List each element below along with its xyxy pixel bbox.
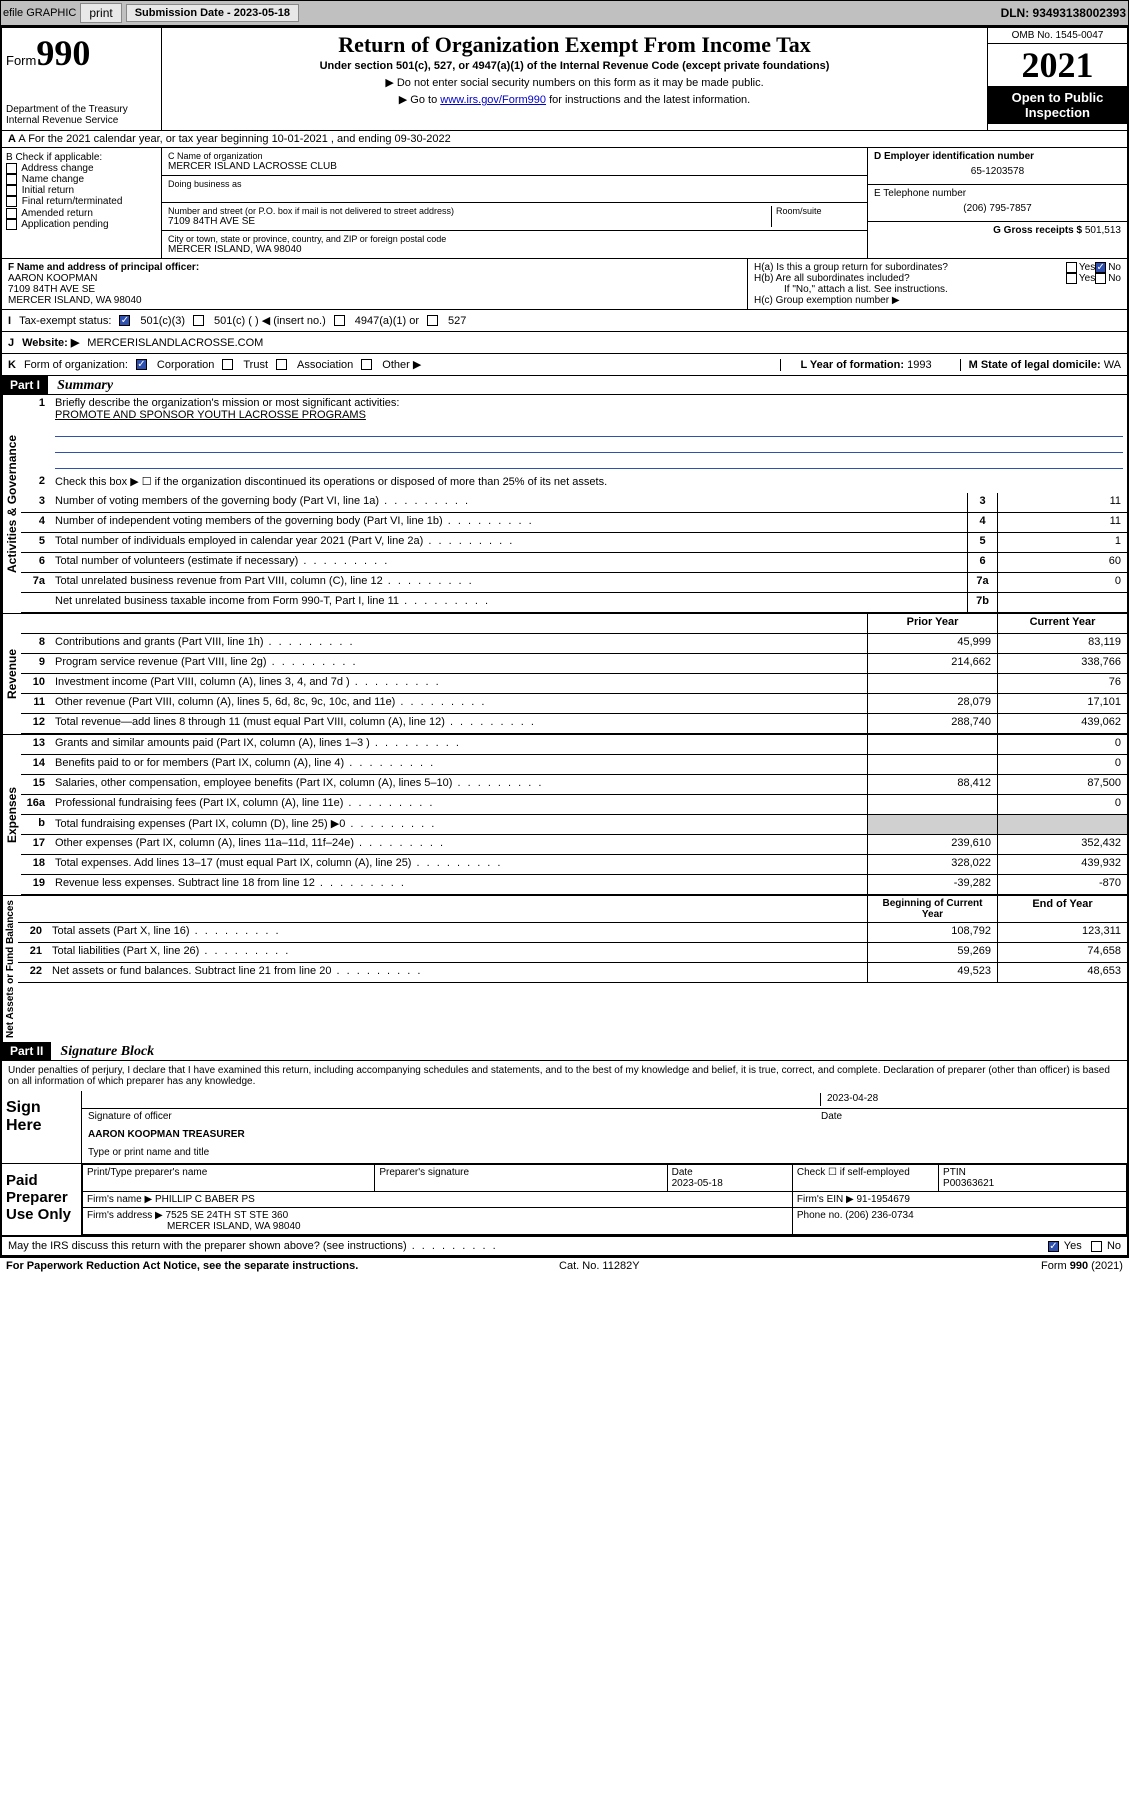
checkbox-assoc[interactable] bbox=[276, 359, 287, 370]
cat-no: Cat. No. 11282Y bbox=[559, 1260, 640, 1272]
checkbox-discuss-no[interactable] bbox=[1091, 1241, 1102, 1252]
declaration: Under penalties of perjury, I declare th… bbox=[2, 1061, 1127, 1091]
checkbox-address-change[interactable] bbox=[6, 163, 17, 174]
discuss-row: May the IRS discuss this return with the… bbox=[2, 1236, 1127, 1255]
prep-phone: (206) 236-0734 bbox=[845, 1210, 913, 1221]
checkbox-501c[interactable] bbox=[193, 315, 204, 326]
checkbox-hb-yes[interactable] bbox=[1066, 273, 1077, 284]
org-name: MERCER ISLAND LACROSSE CLUB bbox=[168, 161, 861, 172]
checkbox-discuss-yes[interactable] bbox=[1048, 1241, 1059, 1252]
checkbox-app-pending[interactable] bbox=[6, 219, 17, 230]
dln: DLN: 93493138002393 bbox=[1001, 6, 1126, 20]
firm-ein: 91-1954679 bbox=[857, 1194, 910, 1205]
section-f-h: F Name and address of principal officer:… bbox=[2, 259, 1127, 310]
efile-label: efile GRAPHIC bbox=[3, 7, 76, 19]
sig-date: 2023-04-28 bbox=[821, 1093, 1121, 1106]
preparer-table: Print/Type preparer's namePreparer's sig… bbox=[82, 1164, 1127, 1235]
part-1-revenue: Revenue Prior YearCurrent Year 8Contribu… bbox=[2, 613, 1127, 734]
print-button[interactable]: print bbox=[80, 3, 121, 23]
checkbox-initial-return[interactable] bbox=[6, 185, 17, 196]
box-h: H(a) Is this a group return for subordin… bbox=[747, 259, 1127, 309]
part-1-net-assets: Net Assets or Fund Balances Beginning of… bbox=[2, 895, 1127, 1042]
part-1-header: Part I Summary bbox=[2, 376, 1127, 395]
checkbox-527[interactable] bbox=[427, 315, 438, 326]
footer: For Paperwork Reduction Act Notice, see … bbox=[0, 1257, 1129, 1274]
checkbox-hb-no[interactable] bbox=[1095, 273, 1106, 284]
checkbox-name-change[interactable] bbox=[6, 174, 17, 185]
officer-name: AARON KOOPMAN bbox=[8, 273, 97, 284]
state-domicile: WA bbox=[1104, 359, 1121, 371]
paid-preparer-block: Paid Preparer Use Only Print/Type prepar… bbox=[2, 1164, 1127, 1236]
section-b-c-d: B Check if applicable: Address change Na… bbox=[2, 148, 1127, 259]
row-k-l-m: K Form of organization: Corporation Trus… bbox=[2, 354, 1127, 376]
officer-printed: AARON KOOPMAN TREASURER bbox=[88, 1129, 245, 1143]
row-j: J Website: ▶ MERCERISLANDLACROSSE.COM bbox=[2, 332, 1127, 354]
submission-date: Submission Date - 2023-05-18 bbox=[126, 4, 299, 22]
checkbox-ha-no[interactable] bbox=[1095, 262, 1106, 273]
form-prefix: Form bbox=[6, 53, 36, 68]
checkbox-final-return[interactable] bbox=[6, 196, 17, 207]
form-subtitle: Under section 501(c), 527, or 4947(a)(1)… bbox=[170, 60, 979, 72]
checkbox-trust[interactable] bbox=[222, 359, 233, 370]
box-d-e-g: D Employer identification number65-12035… bbox=[867, 148, 1127, 258]
phone: (206) 795-7857 bbox=[874, 199, 1121, 218]
box-f: F Name and address of principal officer:… bbox=[2, 259, 747, 309]
checkbox-other[interactable] bbox=[361, 359, 372, 370]
form-header: Form990 Department of the TreasuryIntern… bbox=[2, 28, 1127, 131]
row-a-tax-year: A A For the 2021 calendar year, or tax y… bbox=[2, 131, 1127, 148]
omb-number: OMB No. 1545-0047 bbox=[988, 28, 1127, 44]
part-1-expenses: Expenses 13Grants and similar amounts pa… bbox=[2, 734, 1127, 895]
form-ref: Form 990 (2021) bbox=[1041, 1260, 1123, 1272]
checkbox-501c3[interactable] bbox=[119, 315, 130, 326]
firm-addr: 7525 SE 24TH ST STE 360 bbox=[166, 1210, 289, 1221]
row-i: I Tax-exempt status: 501(c)(3) 501(c) ( … bbox=[2, 310, 1127, 332]
box-b: B Check if applicable: Address change Na… bbox=[2, 148, 162, 258]
ptin: P00363621 bbox=[943, 1178, 994, 1189]
tax-year: 2021 bbox=[988, 44, 1127, 86]
checkbox-corp[interactable] bbox=[136, 359, 147, 370]
form-title: Return of Organization Exempt From Incom… bbox=[170, 32, 979, 58]
form-990: Form990 Department of the TreasuryIntern… bbox=[0, 26, 1129, 1257]
form-number: 990 bbox=[36, 33, 90, 73]
year-formation: 1993 bbox=[907, 359, 931, 371]
org-address: 7109 84TH AVE SE bbox=[168, 216, 771, 227]
toolbar: efile GRAPHIC print Submission Date - 20… bbox=[0, 0, 1129, 26]
box-c: C Name of organizationMERCER ISLAND LACR… bbox=[162, 148, 867, 258]
part-1-governance: Activities & Governance 1Briefly describ… bbox=[2, 395, 1127, 613]
checkbox-ha-yes[interactable] bbox=[1066, 262, 1077, 273]
sign-here-block: Sign Here 2023-04-28 Signature of office… bbox=[2, 1091, 1127, 1164]
dept-treasury: Department of the TreasuryInternal Reven… bbox=[6, 104, 157, 126]
mission: PROMOTE AND SPONSOR YOUTH LACROSSE PROGR… bbox=[55, 409, 366, 421]
goto-note: ▶ Go to www.irs.gov/Form990 for instruct… bbox=[170, 93, 979, 106]
org-city: MERCER ISLAND, WA 98040 bbox=[168, 244, 861, 255]
gross-receipts: 501,513 bbox=[1085, 225, 1121, 236]
ssn-note: ▶ Do not enter social security numbers o… bbox=[170, 76, 979, 89]
firm-name: PHILLIP C BABER PS bbox=[155, 1194, 255, 1205]
checkbox-amended[interactable] bbox=[6, 208, 17, 219]
website: MERCERISLANDLACROSSE.COM bbox=[87, 337, 263, 349]
open-public: Open to Public Inspection bbox=[988, 86, 1127, 124]
ein: 65-1203578 bbox=[874, 162, 1121, 181]
prep-date: 2023-05-18 bbox=[672, 1178, 723, 1189]
part-2-header: Part II Signature Block bbox=[2, 1042, 1127, 1061]
checkbox-4947[interactable] bbox=[334, 315, 345, 326]
irs-link[interactable]: www.irs.gov/Form990 bbox=[440, 94, 546, 106]
